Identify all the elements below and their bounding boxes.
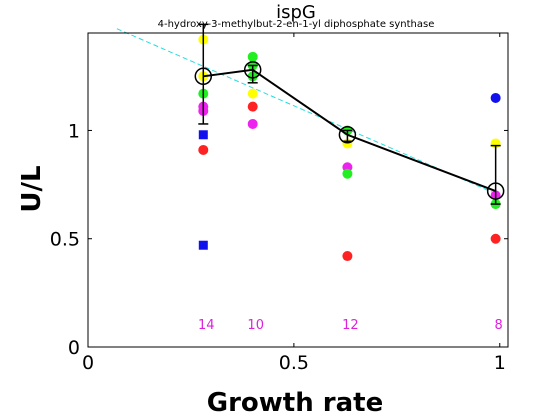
y-tick-label: 0 (68, 337, 80, 359)
chart-title: ispG (276, 2, 316, 23)
chart-subtitle: 4-hydroxy-3-methylbut-2-en-1-yl diphosph… (158, 19, 435, 30)
y-axis-label: U/L (17, 165, 47, 212)
data-point-square (198, 130, 208, 140)
plot-frame (87, 32, 509, 348)
x-tick-label: 0 (82, 352, 94, 374)
x-tick-label: 1 (494, 352, 506, 374)
mean-marker (243, 61, 262, 79)
y-tick-label: 1 (68, 120, 80, 142)
data-point-square (198, 240, 208, 250)
y-tick-label: 0.5 (50, 229, 80, 251)
data-point (247, 51, 258, 62)
data-point (247, 101, 258, 112)
mean-marker (194, 67, 213, 86)
mean-marker (338, 126, 357, 144)
mean-marker (486, 182, 505, 200)
data-point (198, 144, 209, 155)
count-label: 14 (198, 318, 215, 333)
count-label: 8 (495, 318, 503, 333)
data-point (247, 118, 258, 129)
data-point (342, 251, 353, 262)
data-point (342, 168, 353, 179)
x-axis-label: Growth rate (207, 388, 383, 418)
mean-line (203, 68, 497, 193)
data-point (490, 233, 501, 244)
count-label: 10 (247, 318, 264, 333)
data-point (247, 88, 258, 99)
count-label: 12 (342, 318, 359, 333)
x-tick-label: 0.5 (279, 352, 309, 374)
data-point (490, 92, 501, 103)
